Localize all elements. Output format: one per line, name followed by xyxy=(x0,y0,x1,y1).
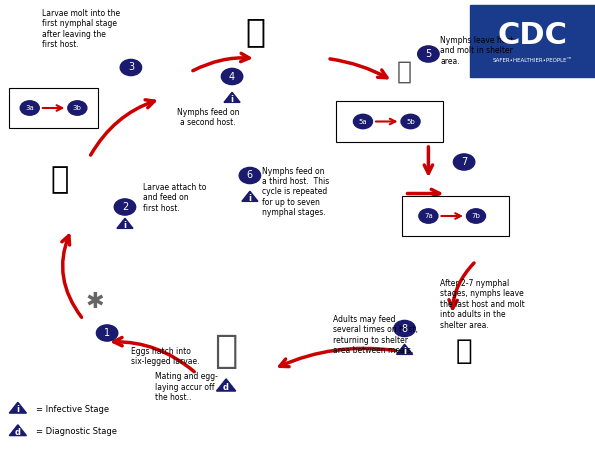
FancyArrowPatch shape xyxy=(280,348,396,367)
Text: 1: 1 xyxy=(104,328,110,338)
Text: 8: 8 xyxy=(402,324,408,333)
FancyBboxPatch shape xyxy=(9,88,98,128)
Circle shape xyxy=(96,325,118,341)
Text: ✱: ✱ xyxy=(86,292,105,311)
Circle shape xyxy=(20,101,39,115)
Text: Larvae molt into the
first nymphal stage
after leaving the
first host.: Larvae molt into the first nymphal stage… xyxy=(42,9,120,49)
Text: i: i xyxy=(16,405,20,414)
FancyBboxPatch shape xyxy=(402,196,509,236)
Text: CDC: CDC xyxy=(497,22,568,50)
Polygon shape xyxy=(10,425,26,436)
Circle shape xyxy=(353,114,372,129)
Text: Adults may feed
several times on host,
returning to shelter
area between meals.: Adults may feed several times on host, r… xyxy=(333,315,418,355)
Text: 🐔: 🐔 xyxy=(51,166,68,194)
Circle shape xyxy=(68,101,87,115)
Text: Eggs hatch into
six-legged larvae.: Eggs hatch into six-legged larvae. xyxy=(131,346,199,366)
Circle shape xyxy=(239,167,261,184)
Text: 5: 5 xyxy=(425,49,431,59)
Text: Nymphs feed on
a second host.: Nymphs feed on a second host. xyxy=(177,108,240,127)
FancyArrowPatch shape xyxy=(90,100,154,155)
Circle shape xyxy=(418,46,439,62)
FancyArrowPatch shape xyxy=(193,53,249,71)
Polygon shape xyxy=(397,344,413,355)
Text: d: d xyxy=(223,383,229,392)
Polygon shape xyxy=(224,92,240,102)
Text: 6: 6 xyxy=(247,171,253,180)
FancyBboxPatch shape xyxy=(336,101,443,142)
Text: 🐔: 🐔 xyxy=(246,15,266,48)
Text: = Infective Stage: = Infective Stage xyxy=(36,405,109,414)
Text: 2: 2 xyxy=(122,202,128,212)
Text: = Diagnostic Stage: = Diagnostic Stage xyxy=(36,428,117,436)
Text: 4: 4 xyxy=(229,72,235,81)
Polygon shape xyxy=(10,402,26,413)
FancyArrowPatch shape xyxy=(408,189,440,198)
Text: i: i xyxy=(403,347,406,356)
Text: i: i xyxy=(230,95,234,104)
Polygon shape xyxy=(242,191,258,201)
Text: i: i xyxy=(123,221,127,230)
Text: ⬬: ⬬ xyxy=(214,332,238,370)
FancyArrowPatch shape xyxy=(424,147,433,173)
Text: 3a: 3a xyxy=(26,105,34,111)
Circle shape xyxy=(466,209,486,223)
FancyArrowPatch shape xyxy=(114,338,194,372)
Text: 7: 7 xyxy=(461,157,467,167)
Text: i: i xyxy=(248,194,252,203)
Circle shape xyxy=(120,59,142,76)
Circle shape xyxy=(453,154,475,170)
Circle shape xyxy=(114,199,136,215)
Text: 5a: 5a xyxy=(359,118,367,125)
Text: Larvae attach to
and feed on
first host.: Larvae attach to and feed on first host. xyxy=(143,183,206,213)
Text: Nymphs leave host
and molt in shelter
area.: Nymphs leave host and molt in shelter ar… xyxy=(440,36,514,66)
Polygon shape xyxy=(117,218,133,229)
Text: ⬬: ⬬ xyxy=(397,60,412,84)
Circle shape xyxy=(221,68,243,85)
Polygon shape xyxy=(217,379,236,391)
Text: 5b: 5b xyxy=(406,118,415,125)
Text: After 2-7 nymphal
stages, nymphs leave
the last host and molt
into adults in the: After 2-7 nymphal stages, nymphs leave t… xyxy=(440,279,525,329)
Circle shape xyxy=(419,209,438,223)
FancyArrowPatch shape xyxy=(62,236,82,317)
Circle shape xyxy=(394,320,415,337)
Text: Mating and egg-
laying accur off
the host..: Mating and egg- laying accur off the hos… xyxy=(155,372,218,402)
Text: 🐔: 🐔 xyxy=(456,337,472,365)
Text: SAFER•HEALTHIER•PEOPLE™: SAFER•HEALTHIER•PEOPLE™ xyxy=(493,58,572,63)
Text: Nymphs feed on
a third host.  This
cycle is repeated
for up to seven
nymphal sta: Nymphs feed on a third host. This cycle … xyxy=(262,166,329,217)
FancyBboxPatch shape xyxy=(470,4,595,76)
Text: 7a: 7a xyxy=(424,213,433,219)
Text: 3: 3 xyxy=(128,63,134,72)
Text: 3b: 3b xyxy=(73,105,82,111)
Text: d: d xyxy=(15,428,21,437)
Circle shape xyxy=(401,114,420,129)
FancyArrowPatch shape xyxy=(449,263,474,308)
FancyArrowPatch shape xyxy=(330,59,387,78)
Text: 7b: 7b xyxy=(472,213,480,219)
